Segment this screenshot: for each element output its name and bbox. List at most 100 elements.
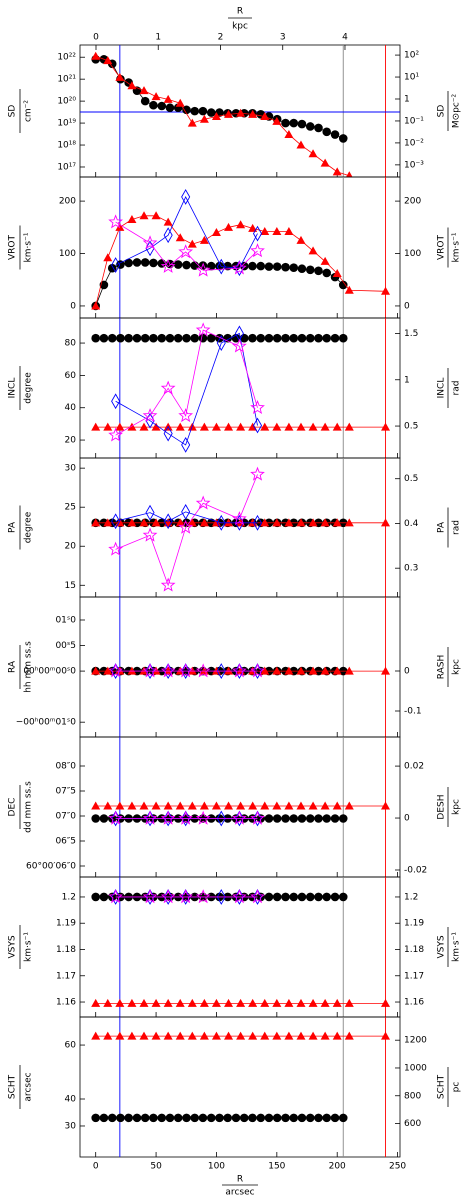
panel: 0 100 200 0 100 200 VROT km·s⁻¹ VROT km·s⁻¹ [8,176,462,319]
point [127,801,137,810]
point [199,666,209,675]
y2-tick-label: 800 [404,1091,421,1101]
point [308,422,318,431]
y-axis-label: VROT [8,235,18,260]
point [160,889,176,904]
top-tick-label: 3 [280,33,286,43]
point [330,130,340,139]
point [338,892,348,902]
y-tick-label: 10²² [57,53,76,63]
y2-axis-unit: kpc [452,659,462,675]
point [163,217,173,226]
y-axis-unit: km·s⁻¹ [24,932,34,962]
point [308,998,318,1007]
point [272,116,282,125]
point [264,892,274,902]
panel: 1.16 1.17 1.18 1.19 1.2 1.16 1.17 1.18 1.19 1.2 VS… [8,876,462,1018]
point [232,889,247,904]
point [216,663,226,679]
y2-tick-label: 1 [404,375,410,385]
point [139,666,149,675]
point [190,106,200,116]
y-axis-unit: cm⁻² [24,100,34,122]
y-tick-label: 10¹⁸ [57,141,76,151]
point [248,261,257,271]
point [232,338,247,353]
point [330,1113,340,1123]
point [248,1113,257,1123]
point [91,801,101,810]
point [175,518,185,527]
point [103,666,113,675]
y2-tick-label: 1.2 [404,892,418,902]
bottom-axis-label: R [237,1175,243,1185]
point [140,258,150,267]
point [284,998,294,1007]
point [252,417,263,434]
point [239,1113,249,1123]
point [139,422,149,431]
point [296,801,306,810]
point [308,1031,318,1040]
point [320,158,330,167]
point [322,814,332,823]
y2-axis-label: RASH [437,655,447,680]
point [381,518,391,527]
point [178,810,194,825]
y-tick-label: 10¹⁷ [57,162,76,172]
point [272,1031,282,1040]
point [332,167,342,176]
point [115,222,125,231]
point [260,518,270,527]
point [314,892,323,902]
point [272,1113,282,1123]
point [151,518,161,527]
point [132,1113,142,1123]
point [206,108,216,117]
point [163,801,173,810]
point [157,101,167,111]
y-tick-label: 0 [70,301,76,311]
point [195,889,211,904]
point [330,892,340,902]
point [252,514,263,531]
point [142,663,158,678]
point [232,810,247,825]
y2-axis-label: DESH [437,794,447,819]
point [178,408,194,423]
point [320,666,330,675]
point [116,333,125,343]
x-tick-label: 50 [150,1162,162,1172]
point [296,235,306,244]
y-axis-label: DEC [8,798,18,817]
y-tick-label: 10¹⁹ [57,119,76,129]
point [344,998,354,1007]
point [199,1031,209,1040]
series-line [115,332,258,446]
point [215,261,224,271]
point [320,801,330,810]
point [260,666,270,675]
point [231,1113,241,1123]
point [289,814,299,823]
y2-axis-label: PA [437,521,447,533]
point [284,130,294,139]
point [330,814,340,823]
point [108,427,123,442]
point [139,518,149,527]
point [260,227,270,236]
panel-frame [79,1016,401,1158]
point [187,239,197,248]
panel: 20 40 60 80 0.5 1 1.5 INCL degree INCL rad [8,317,462,459]
point [224,109,234,118]
y2-tick-label: 1000 [404,1063,427,1073]
point [178,244,194,259]
point [91,422,101,431]
point [272,666,282,675]
y2-axis-unit: km·s⁻¹ [452,232,462,262]
point [305,333,315,343]
point [149,100,158,110]
point [91,892,100,902]
y2-axis-unit: M⊙pc⁻² [452,93,462,128]
